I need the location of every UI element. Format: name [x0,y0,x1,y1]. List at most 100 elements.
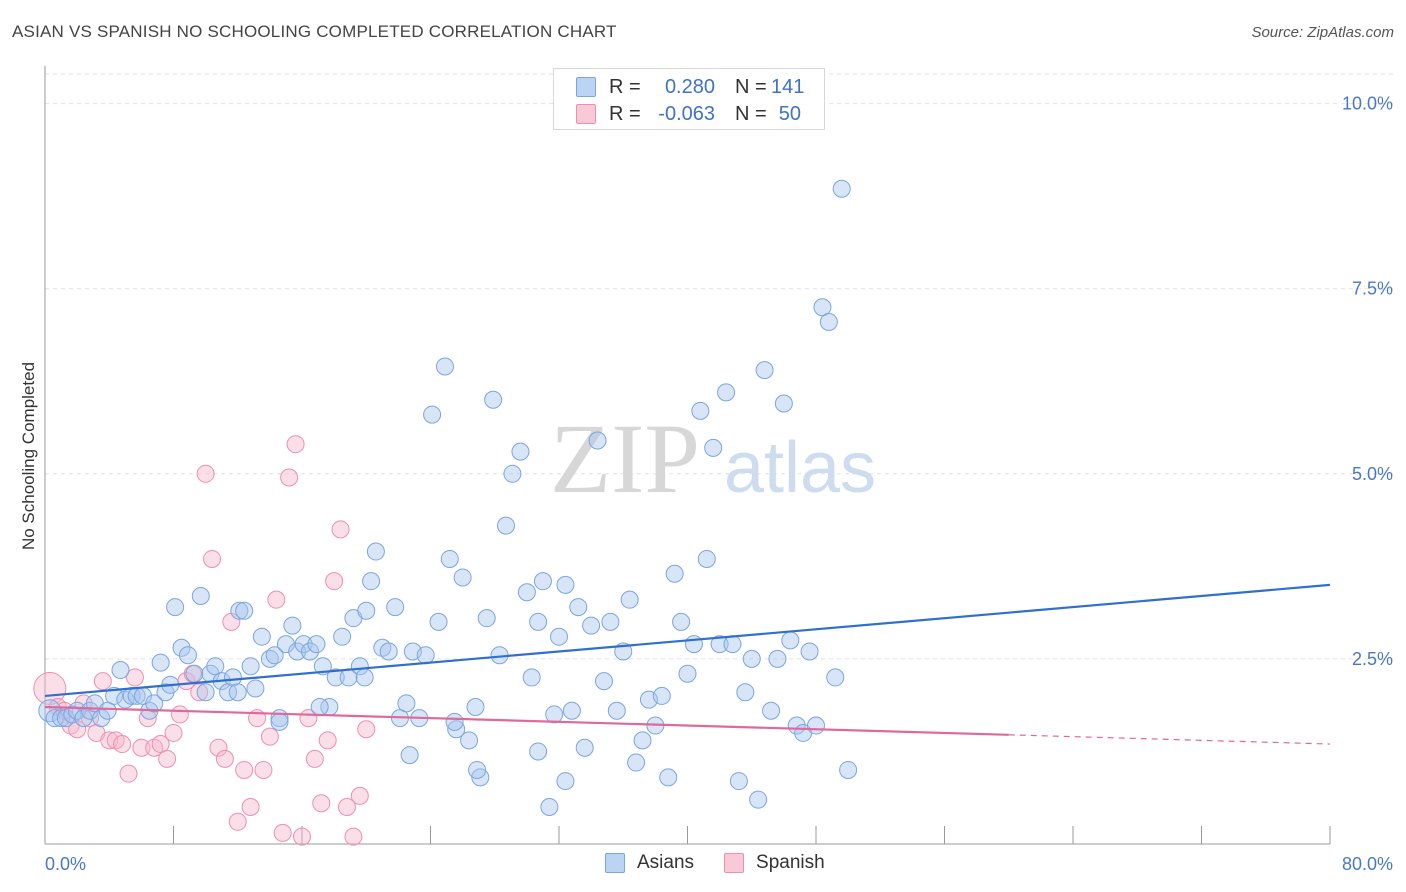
asian-point [362,572,381,591]
asian-point [601,612,620,631]
asian-point [562,701,581,720]
asian-point [684,635,703,654]
correlation-legend: R = 0.280 N = 141 R = -0.063 N = 50 [553,68,825,130]
asian-point [294,635,313,654]
legend-label-spanish: Spanish [756,852,825,873]
asian-point [166,598,185,617]
asian-point [429,612,448,631]
asian-point [191,586,210,605]
asian-point [575,738,594,757]
asian-point [350,657,369,676]
asian-point [813,298,832,317]
asian-point [627,753,646,772]
asian-point [540,797,559,816]
spanish-point [228,812,247,831]
n-value: 141 [771,75,805,98]
y-tick-label: 7.5% [1352,279,1393,299]
asian-point [768,649,787,668]
trend-lines [44,583,1331,745]
asian-point [588,431,607,450]
spanish-trend-line-dashed [1008,734,1331,745]
asian-point [762,701,781,720]
spanish-point [331,520,350,539]
asian-point [556,772,575,791]
asian-point [517,583,536,602]
asian-point [241,657,260,676]
asian-point [355,668,374,687]
asian-point [723,635,742,654]
spanish-point [209,738,228,757]
asian-point [445,712,464,731]
asian-point [582,616,601,635]
asian-point [522,668,541,687]
asian-point [781,631,800,650]
spanish-point [119,764,138,783]
asian-point [397,694,416,713]
asian-point [529,612,548,631]
asian-point [672,612,691,631]
asian-point [145,694,164,713]
asian-point [496,516,515,535]
spanish-point [215,749,234,768]
asian-point [665,564,684,583]
asian-point [749,790,768,809]
asian-point [416,646,435,665]
asian-point [326,668,345,687]
asian-point [435,357,454,376]
asian-point [607,701,626,720]
spanish-point [170,705,189,724]
asian-point [652,686,671,705]
asian-point [819,313,838,332]
asian-point [151,653,170,672]
y-tick-label: 5.0% [1352,464,1393,484]
asian-point [52,709,71,728]
asian-point [178,646,197,665]
spanish-point [132,738,151,757]
spanish-point [260,727,279,746]
spanish-point [350,786,369,805]
asian-point [105,686,124,705]
spanish-point [203,549,222,568]
n-label: N = [735,75,767,98]
spanish-point [151,735,170,754]
asian-point [219,683,238,702]
asian-point [246,679,265,698]
spanish-point [325,572,344,591]
asian-point [230,601,249,620]
spanish-point [235,760,254,779]
watermark-atlas: atlas [724,428,876,508]
asian-point [301,642,320,661]
asian-point [310,698,329,717]
n-value: 50 [778,102,801,125]
spanish-point [318,731,337,750]
asian-point [366,542,385,561]
asian-point [620,590,639,609]
asian-point [466,698,485,717]
watermark: ZIP atlas [550,403,876,514]
asian-point [477,609,496,628]
asian-point [533,572,552,591]
asian-point [260,649,279,668]
spanish-point [305,749,324,768]
axes [44,66,1331,845]
spanish-swatch [576,104,596,124]
spanish-point [196,464,215,483]
asian-point [468,760,487,779]
spanish-point [113,735,132,754]
asian-point [839,760,858,779]
spanish-point [93,672,112,691]
asian-point [832,179,851,198]
asian-point [511,442,530,461]
asian-point [633,731,652,750]
asian-point [774,394,793,413]
asian-point [288,642,307,661]
watermark-zip: ZIP [550,403,700,514]
asian-point [252,627,271,646]
asian-point [697,549,716,568]
spanish-point [344,827,363,846]
spanish-point [254,760,273,779]
asian-point [717,383,736,402]
x-tick-label: 80.0% [1342,854,1393,874]
grid-lines [45,73,1395,660]
